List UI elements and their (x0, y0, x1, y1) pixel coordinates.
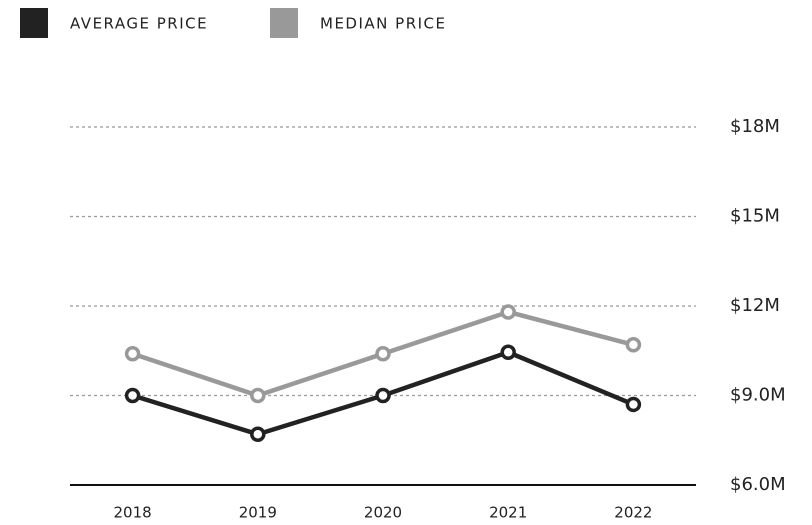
x-tick-label: 2022 (614, 504, 652, 522)
y-tick-label: $12M (730, 295, 780, 316)
data-point (124, 387, 141, 404)
legend-swatch (270, 8, 298, 38)
data-point (250, 426, 266, 443)
data-point (375, 345, 391, 362)
y-tick-label: $6.0M (730, 474, 786, 495)
y-tick-label: $15M (730, 206, 780, 227)
y-tick-label: $9.0M (730, 385, 786, 406)
data-point (375, 387, 391, 404)
x-tick-label: 2019 (239, 504, 277, 522)
data-point (124, 345, 141, 362)
data-point (500, 304, 516, 320)
data-point (625, 396, 642, 413)
data-point (625, 337, 642, 353)
x-tick-label: 2018 (114, 504, 152, 522)
legend-swatch (20, 8, 48, 38)
data-point (250, 387, 266, 404)
legend-label: AVERAGE PRICE (70, 15, 208, 33)
x-tick-label: 2020 (364, 504, 402, 522)
x-tick-label: 2021 (489, 504, 527, 522)
y-tick-label: $18M (730, 116, 780, 137)
data-point (500, 344, 516, 360)
legend-label: MEDIAN PRICE (320, 15, 447, 33)
